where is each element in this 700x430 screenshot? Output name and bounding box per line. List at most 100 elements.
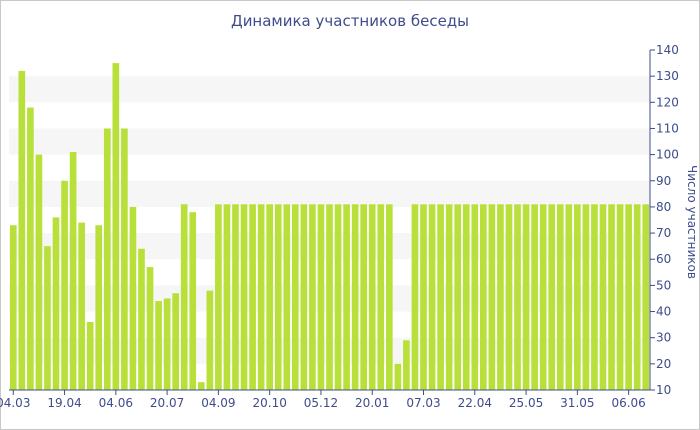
bar bbox=[480, 204, 487, 390]
x-tick-label: 05.12 bbox=[304, 396, 338, 410]
bar bbox=[428, 204, 436, 390]
bar bbox=[317, 204, 325, 390]
bar bbox=[420, 204, 427, 390]
bar bbox=[146, 267, 154, 390]
bar bbox=[155, 301, 162, 390]
bar bbox=[488, 204, 496, 390]
bar bbox=[103, 128, 111, 390]
bar bbox=[599, 204, 607, 390]
y-tick-label: 20 bbox=[656, 357, 671, 371]
bar bbox=[531, 204, 538, 390]
bar bbox=[608, 204, 615, 390]
y-tick-label: 100 bbox=[656, 148, 679, 162]
bar bbox=[616, 204, 624, 390]
bar bbox=[591, 204, 598, 390]
y-tick-label: 130 bbox=[656, 69, 679, 83]
bar bbox=[539, 204, 547, 390]
chart-title: Динамика участников беседы bbox=[230, 12, 470, 30]
y-tick-label: 90 bbox=[656, 174, 671, 188]
y-tick-label: 60 bbox=[656, 252, 671, 266]
bar bbox=[9, 225, 17, 390]
bar bbox=[163, 298, 171, 390]
bar bbox=[343, 204, 350, 390]
bar bbox=[522, 204, 530, 390]
x-tick-label: 04.06 bbox=[99, 396, 133, 410]
bar bbox=[360, 204, 368, 390]
bar bbox=[394, 363, 402, 390]
bar bbox=[454, 204, 462, 390]
bar bbox=[78, 222, 85, 390]
grid-band bbox=[9, 76, 650, 103]
bar bbox=[582, 204, 590, 390]
x-tick-label: 20.07 bbox=[150, 396, 184, 410]
y-tick-label: 30 bbox=[656, 331, 671, 345]
bar bbox=[121, 128, 128, 390]
y-tick-label: 140 bbox=[656, 43, 679, 57]
bar bbox=[351, 204, 359, 390]
bar bbox=[18, 70, 26, 390]
bar bbox=[44, 246, 51, 390]
bar bbox=[385, 204, 393, 390]
bar bbox=[27, 107, 34, 391]
y-tick-label: 50 bbox=[656, 278, 671, 292]
bar bbox=[633, 204, 641, 390]
bar bbox=[514, 204, 521, 390]
bar bbox=[548, 204, 556, 390]
y-tick-label: 40 bbox=[656, 305, 671, 319]
bar bbox=[95, 225, 103, 390]
y-tick-label: 70 bbox=[656, 226, 671, 240]
y-tick-label: 110 bbox=[656, 121, 679, 135]
x-tick-label: 20.01 bbox=[355, 396, 389, 410]
bar bbox=[129, 206, 137, 390]
x-tick-label: 31.05 bbox=[560, 396, 594, 410]
bar bbox=[232, 204, 239, 390]
bar bbox=[215, 204, 222, 390]
bar bbox=[138, 248, 145, 390]
x-tick-label: 19.04 bbox=[47, 396, 81, 410]
bar bbox=[556, 204, 564, 390]
bar bbox=[471, 204, 479, 390]
bar bbox=[172, 293, 179, 390]
bar bbox=[291, 204, 299, 390]
bar bbox=[642, 204, 650, 390]
bar bbox=[497, 204, 504, 390]
bar bbox=[300, 204, 308, 390]
bar bbox=[180, 204, 188, 390]
bar bbox=[309, 204, 316, 390]
bar bbox=[334, 204, 342, 390]
bar bbox=[505, 204, 513, 390]
bar bbox=[86, 322, 94, 390]
y-tick-label: 10 bbox=[656, 383, 671, 397]
bar bbox=[565, 204, 573, 390]
bar bbox=[69, 152, 77, 390]
x-tick-label: 22.04 bbox=[458, 396, 492, 410]
bar bbox=[266, 204, 274, 390]
bar bbox=[368, 204, 376, 390]
bar bbox=[437, 204, 444, 390]
bar bbox=[52, 217, 60, 390]
bar bbox=[403, 340, 410, 390]
bar bbox=[61, 180, 68, 390]
bar bbox=[274, 204, 282, 390]
bar bbox=[326, 204, 333, 390]
y-tick-label: 80 bbox=[656, 200, 671, 214]
bar bbox=[462, 204, 470, 390]
x-tick-label: 20.10 bbox=[252, 396, 286, 410]
bar bbox=[206, 290, 214, 390]
bar bbox=[411, 204, 419, 390]
bar bbox=[377, 204, 385, 390]
y-tick-label: 120 bbox=[656, 95, 679, 109]
bar bbox=[223, 204, 231, 390]
bar bbox=[240, 204, 248, 390]
x-tick-label: 06.06 bbox=[611, 396, 645, 410]
bar bbox=[574, 204, 581, 390]
x-tick-label: 04.09 bbox=[201, 396, 235, 410]
x-tick-label: 04.03 bbox=[0, 396, 30, 410]
bar bbox=[197, 382, 205, 390]
x-tick-label: 07.03 bbox=[406, 396, 440, 410]
bar bbox=[625, 204, 632, 390]
bar bbox=[283, 204, 291, 390]
bar bbox=[35, 154, 43, 390]
bar bbox=[249, 204, 256, 390]
